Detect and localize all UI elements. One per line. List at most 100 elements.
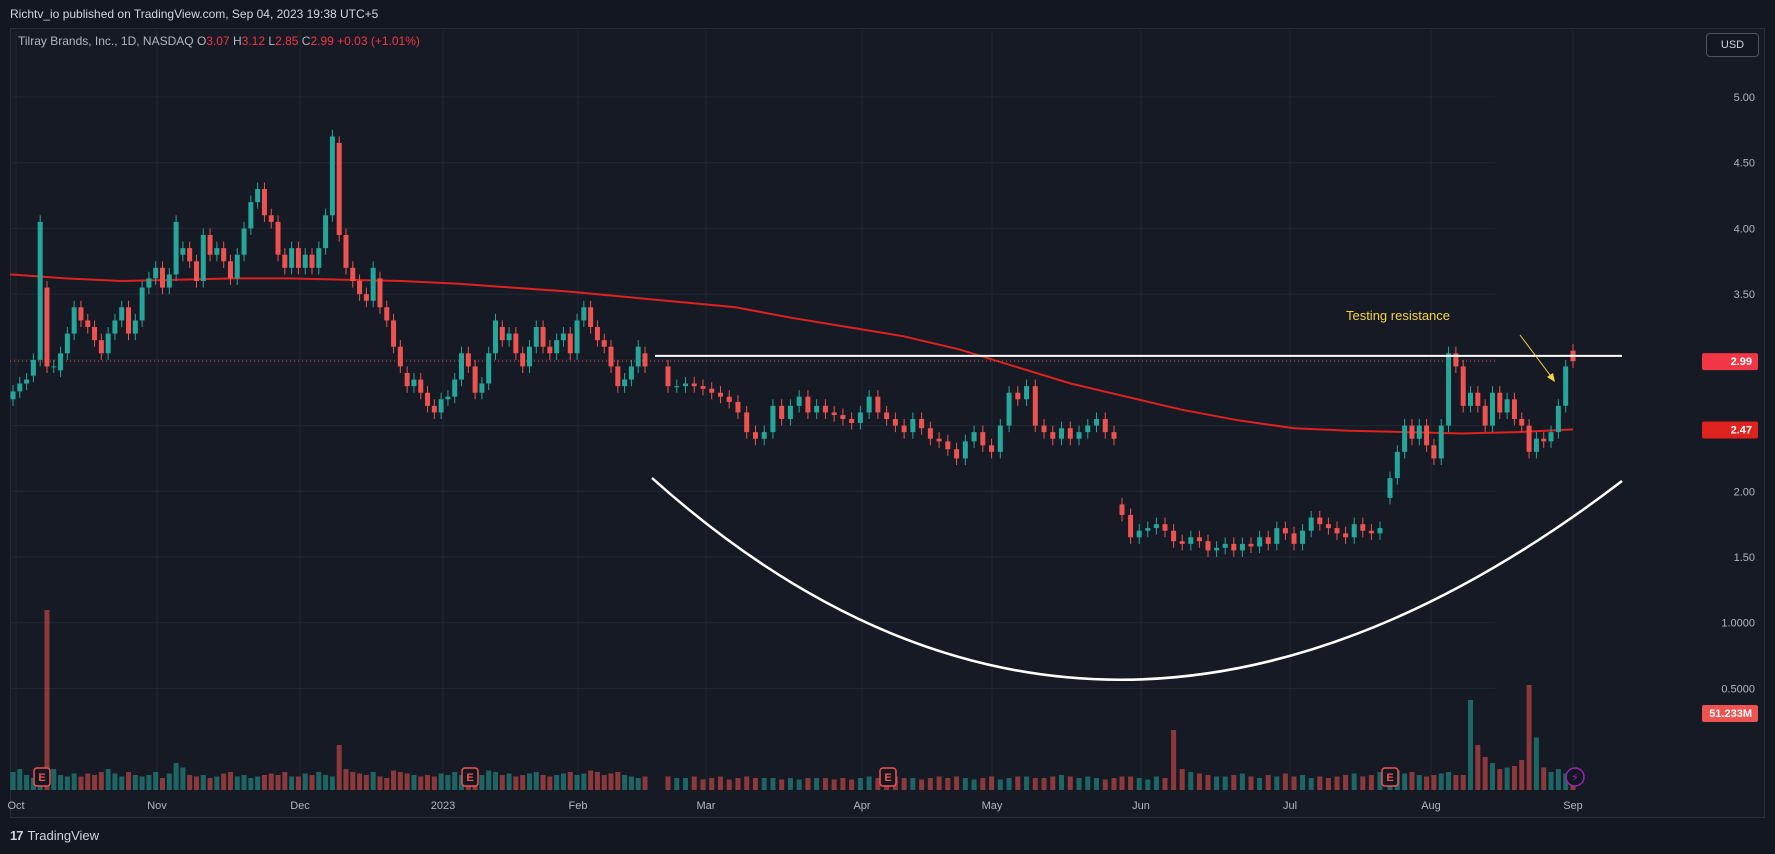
candle-body [438,399,444,413]
volume-bar [207,778,213,790]
volume-bar [44,610,50,790]
candle-body [98,340,104,354]
volume-bar [691,776,697,790]
earnings-marker: E [1381,767,1399,787]
tradingview-logo[interactable]: 17 TradingView [10,828,99,843]
candle-body [377,278,383,308]
volume-bar [1497,769,1503,790]
candle-body [1067,428,1073,439]
publisher-line: Richtv_io published on TradingView.com, … [10,7,379,21]
earnings-marker: E [461,767,479,787]
volume-bar [1282,773,1288,790]
volume-bar [601,775,607,790]
candle-body [526,346,532,367]
candle-body [849,419,855,423]
low-value: 2.85 [275,34,299,48]
candle-body [343,235,349,268]
tradingview-brand: TradingView [27,828,100,843]
volume-bar [492,772,498,790]
candle-body [132,320,138,334]
volume-bar [665,776,671,790]
candle-body [1248,543,1254,547]
candle-body [735,401,741,413]
candle-body [1489,392,1495,426]
candle-body [628,366,634,380]
candle-body [665,366,671,387]
candle-body [594,327,600,341]
candle-body [1387,478,1393,498]
time-tick-label: Feb [569,800,588,812]
volume-bar [85,773,91,790]
volume-bar [919,779,925,790]
volume-bar [241,775,247,790]
volume-bar [404,773,410,790]
volume-bar [1334,776,1340,790]
volume-bar [384,778,390,790]
candle-body [901,425,907,433]
volume-bar [770,778,776,790]
volume-bar [112,773,118,790]
volume-bar [1188,772,1194,790]
candle-body [78,307,84,321]
candle-body [945,441,951,450]
candle-body [309,254,315,268]
candle-body [207,235,213,255]
volume-bar [411,775,417,790]
candle-body [316,248,322,268]
volume-bar [805,778,811,790]
candle-body [255,189,261,203]
candle-body [1274,528,1280,544]
candle-body [831,412,837,416]
candle-body [506,333,512,341]
candle-body [567,333,573,354]
currency-button[interactable]: USD [1706,33,1759,57]
candle-body [282,254,288,268]
volume-bar [574,775,580,790]
candle-body [674,386,680,388]
candle-body [357,281,363,295]
candle-body [472,366,478,393]
volume-bar [1015,776,1021,790]
candle-body [234,254,240,279]
volume-bar [1377,772,1383,790]
price-tick-label: 0.5000 [1721,683,1755,695]
ma-price-tag-text: 2.47 [1731,425,1752,437]
time-tick-label: Aug [1421,800,1441,812]
candle-body [431,405,437,413]
candle-body [1368,530,1374,534]
volume-bar [1325,778,1331,790]
candle-body [391,320,397,347]
candle-body [1015,392,1021,400]
volume-bar [1136,778,1142,790]
candle-body [866,396,872,413]
candle-body [166,274,172,288]
volume-bar [875,778,881,790]
candle-body [1050,432,1056,439]
candle-body [533,327,539,347]
earnings-marker-label: E [884,772,891,784]
candle-body [1024,386,1030,400]
volume-bar [98,772,104,790]
volume-bar [866,776,872,790]
volume-bar [779,779,785,790]
price-tick-label: 4.50 [1734,158,1755,170]
volume-bar [506,773,512,790]
price-tick-label: 3.50 [1734,289,1755,301]
volume-bar [431,776,437,790]
candle-body [323,215,329,249]
volume-bar [533,772,539,790]
volume-bar [674,778,680,790]
volume-bar [700,779,706,790]
volume-bar [234,776,240,790]
volume-bar [1504,767,1510,790]
candle-body [51,366,57,368]
candle-body [709,388,715,393]
candle-body [85,320,91,327]
chart-frame[interactable] [10,28,1765,818]
candle-body [1548,432,1554,442]
volume-bar [357,773,363,790]
volume-tag-text: 51.233M [1709,708,1752,720]
candle-body [492,320,498,354]
volume-bar [1402,773,1408,790]
